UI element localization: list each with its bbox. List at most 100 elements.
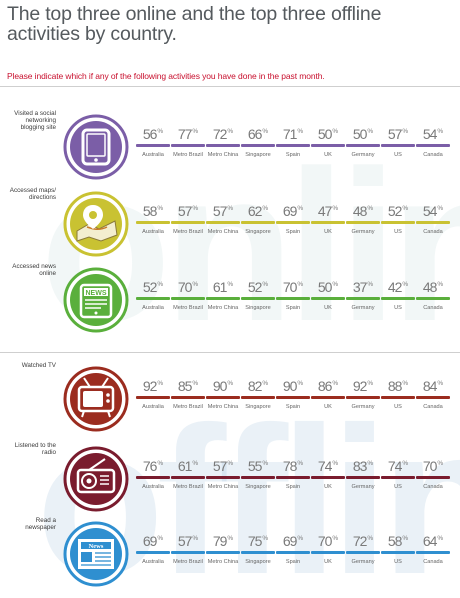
data-cell: 74% US xyxy=(381,456,415,490)
country-label: Metro China xyxy=(207,484,239,490)
value-bar xyxy=(381,221,415,224)
country-label: Canada xyxy=(423,404,443,410)
data-value: 52% xyxy=(142,279,164,295)
data-cell: 64% Canada xyxy=(416,531,450,565)
country-label: Metro Brazil xyxy=(173,229,203,235)
chart-title: The top three online and the top three o… xyxy=(7,3,382,45)
data-cell: 86% UK xyxy=(311,376,345,410)
value-bar xyxy=(171,144,205,147)
data-cell: 70% Metro Brazil xyxy=(171,277,205,311)
data-value: 42% xyxy=(387,279,409,295)
data-cell: 48% Germany xyxy=(346,201,380,235)
value-bar xyxy=(206,551,240,554)
country-label: Spain xyxy=(285,229,301,235)
data-cell: 47% UK xyxy=(311,201,345,235)
data-cell: 57% US xyxy=(381,124,415,158)
value-bar xyxy=(171,551,205,554)
data-value: 66% xyxy=(247,126,269,142)
data-cell: 70% UK xyxy=(311,531,345,565)
country-label: Germany xyxy=(351,305,375,311)
data-value: 57% xyxy=(387,126,409,142)
data-value: 52% xyxy=(247,279,269,295)
data-cell: 57% Metro China xyxy=(206,456,240,490)
data-value: 70% xyxy=(422,458,444,474)
data-value: 57% xyxy=(212,458,234,474)
activity-label: Accessed maps/ directions xyxy=(9,187,56,202)
country-label: Singapore xyxy=(245,484,271,490)
divider-middle xyxy=(0,352,460,353)
activity-row: Watched TV 92% Australia 85% Metro Brazil 90%… xyxy=(0,362,460,436)
newspaper-icon: News xyxy=(63,521,129,587)
data-cell: 54% Canada xyxy=(416,201,450,235)
activity-label: Listened to the radio xyxy=(14,442,56,457)
data-cell: 57% Metro Brazil xyxy=(171,531,205,565)
data-cell: 52% Singapore xyxy=(241,277,275,311)
country-label: Metro Brazil xyxy=(173,404,203,410)
data-cell: 58% US xyxy=(381,531,415,565)
data-value: 69% xyxy=(142,533,164,549)
data-value: 58% xyxy=(142,203,164,219)
value-bar xyxy=(311,144,345,147)
value-bar xyxy=(241,221,275,224)
value-bar xyxy=(416,551,450,554)
activity-row: Read a newspaper News 69% Australia 57% Metro… xyxy=(0,517,460,591)
country-label: US xyxy=(394,229,402,235)
data-value: 48% xyxy=(352,203,374,219)
data-cell: 57% Metro China xyxy=(206,201,240,235)
data-value: 79% xyxy=(212,533,234,549)
country-label: Metro China xyxy=(207,404,239,410)
map-pin-icon xyxy=(63,191,129,257)
data-value: 90% xyxy=(212,378,234,394)
data-cell: 85% Metro Brazil xyxy=(171,376,205,410)
country-label: Australia xyxy=(142,404,164,410)
value-bar xyxy=(416,297,450,300)
data-cell: 88% US xyxy=(381,376,415,410)
value-bar xyxy=(276,297,310,300)
country-label: Spain xyxy=(285,305,301,311)
value-bar xyxy=(346,297,380,300)
data-value: 58% xyxy=(387,533,409,549)
value-bar xyxy=(381,396,415,399)
country-label: Australia xyxy=(142,484,164,490)
value-bar xyxy=(381,297,415,300)
data-cell: 84% Canada xyxy=(416,376,450,410)
country-label: UK xyxy=(324,152,332,158)
value-bar xyxy=(136,297,170,300)
value-bar xyxy=(276,221,310,224)
country-label: US xyxy=(394,484,402,490)
tablet-icon xyxy=(63,114,129,180)
data-value: 72% xyxy=(352,533,374,549)
data-cell: 82% Singapore xyxy=(241,376,275,410)
country-label: Singapore xyxy=(245,404,271,410)
country-label: Spain xyxy=(285,559,301,565)
data-cell: 74% UK xyxy=(311,456,345,490)
radio-icon xyxy=(63,446,129,512)
value-bar xyxy=(416,476,450,479)
data-value: 48% xyxy=(422,279,444,295)
value-bar xyxy=(206,297,240,300)
value-bar xyxy=(311,221,345,224)
data-value: 37% xyxy=(352,279,374,295)
data-value: 84% xyxy=(422,378,444,394)
data-value: 50% xyxy=(317,126,339,142)
data-value: 86% xyxy=(317,378,339,394)
value-bar xyxy=(416,144,450,147)
value-bar xyxy=(171,396,205,399)
value-bar xyxy=(206,396,240,399)
data-cell: 69% Spain xyxy=(276,531,310,565)
value-bar xyxy=(311,297,345,300)
data-cell: 50% Germany xyxy=(346,124,380,158)
data-value: 56% xyxy=(142,126,164,142)
country-label: Germany xyxy=(351,404,375,410)
value-bar xyxy=(241,297,275,300)
data-cell: 92% Australia xyxy=(136,376,170,410)
divider-top xyxy=(0,86,460,87)
data-value: 61% xyxy=(212,279,234,295)
data-cell: 37% Germany xyxy=(346,277,380,311)
value-bar xyxy=(241,144,275,147)
value-bar xyxy=(171,476,205,479)
data-value: 92% xyxy=(142,378,164,394)
country-label: Canada xyxy=(423,484,443,490)
country-label: Australia xyxy=(142,152,164,158)
activity-label: Read a newspaper xyxy=(25,517,56,532)
